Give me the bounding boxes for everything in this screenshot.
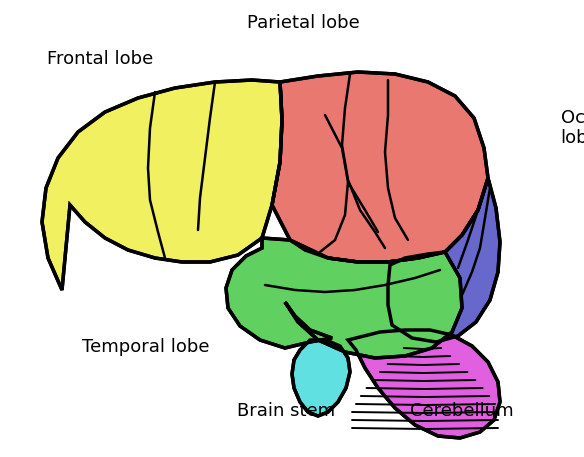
- Text: Cerebellum: Cerebellum: [409, 402, 513, 420]
- Text: Occipital
lobe: Occipital lobe: [561, 109, 584, 147]
- Polygon shape: [272, 72, 488, 262]
- Polygon shape: [42, 80, 282, 290]
- Polygon shape: [292, 340, 350, 416]
- Text: Parietal lobe: Parietal lobe: [247, 14, 360, 32]
- Text: Brain stem: Brain stem: [237, 402, 335, 420]
- Polygon shape: [226, 238, 462, 358]
- Polygon shape: [348, 330, 500, 438]
- Text: Temporal lobe: Temporal lobe: [82, 338, 209, 356]
- Text: Frontal lobe: Frontal lobe: [47, 50, 153, 68]
- Polygon shape: [388, 178, 500, 342]
